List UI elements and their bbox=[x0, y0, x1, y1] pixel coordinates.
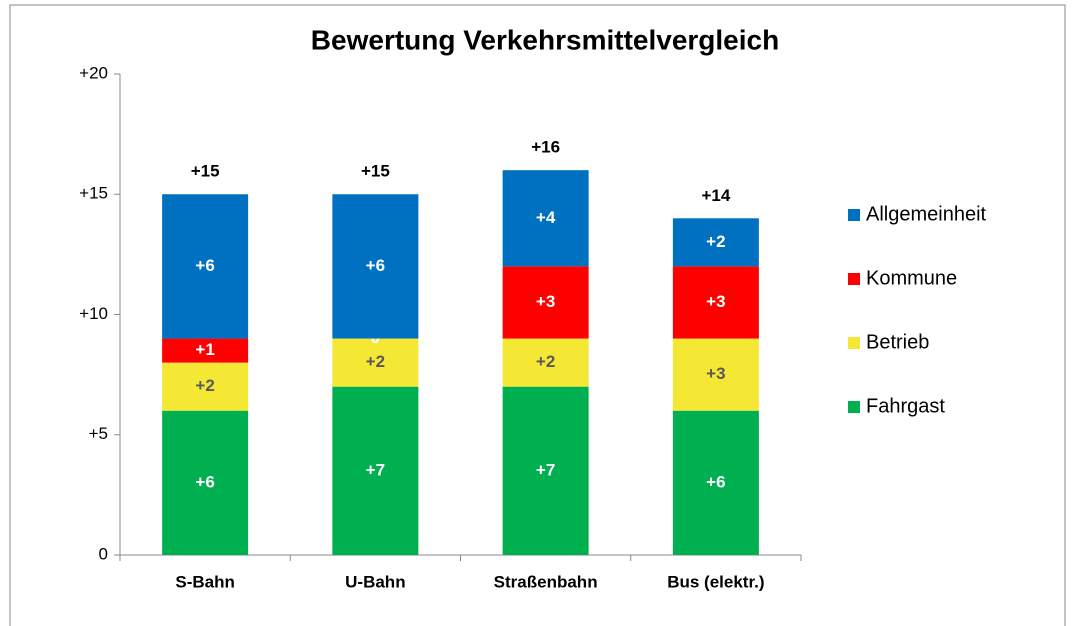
bar-segment bbox=[162, 338, 249, 363]
bar-segment bbox=[162, 410, 249, 555]
value-label: +1 bbox=[195, 340, 214, 359]
value-label: +7 bbox=[366, 460, 385, 479]
x-tick-label: Straßenbahn bbox=[494, 572, 598, 591]
value-label: +3 bbox=[706, 364, 725, 383]
y-tick-label: 0 bbox=[99, 544, 108, 563]
y-tick-label: +10 bbox=[79, 304, 108, 323]
bar-segment bbox=[332, 338, 419, 387]
legend-label: Betrieb bbox=[866, 331, 929, 353]
bar-segment bbox=[502, 338, 589, 387]
legend-swatch bbox=[848, 209, 860, 221]
value-label: +6 bbox=[366, 256, 385, 275]
bar-segment bbox=[672, 338, 759, 411]
value-label: +2 bbox=[195, 376, 214, 395]
bar-segment bbox=[672, 410, 759, 555]
value-label: +3 bbox=[536, 292, 555, 311]
y-tick-label: +15 bbox=[79, 184, 108, 203]
legend-swatch bbox=[848, 337, 860, 349]
bar-segment bbox=[502, 386, 589, 555]
bar-segment bbox=[162, 194, 249, 339]
value-label: +3 bbox=[706, 292, 725, 311]
bar-segment bbox=[502, 266, 589, 339]
bar-segment bbox=[672, 218, 759, 267]
legend-label: Allgemeinheit bbox=[866, 203, 987, 225]
bar-segment bbox=[332, 194, 419, 339]
bar-segment bbox=[332, 386, 419, 555]
value-label: +6 bbox=[195, 472, 214, 491]
x-tick-label: S-Bahn bbox=[175, 572, 235, 591]
value-label: +6 bbox=[706, 472, 725, 491]
legend-label: Kommune bbox=[866, 267, 957, 289]
total-label: +15 bbox=[191, 162, 220, 181]
bar-segment bbox=[162, 362, 249, 411]
total-label: +16 bbox=[531, 138, 560, 157]
value-label: +2 bbox=[536, 352, 555, 371]
value-label: +2 bbox=[706, 232, 725, 251]
value-label: +2 bbox=[366, 352, 385, 371]
value-label: +4 bbox=[536, 208, 556, 227]
y-tick-label: +20 bbox=[79, 63, 108, 82]
legend-swatch bbox=[848, 273, 860, 285]
x-tick-label: U-Bahn bbox=[345, 572, 405, 591]
bar-segment bbox=[502, 170, 589, 267]
bar-segment bbox=[672, 266, 759, 339]
total-label: +14 bbox=[701, 186, 730, 205]
value-label: +6 bbox=[195, 256, 214, 275]
y-tick-label: +5 bbox=[89, 424, 108, 443]
legend-label: Fahrgast bbox=[866, 395, 945, 417]
total-label: +15 bbox=[361, 162, 390, 181]
value-label: +7 bbox=[536, 460, 555, 479]
legend-swatch bbox=[848, 401, 860, 413]
chart-title: Bewertung Verkehrsmittelvergleich bbox=[311, 24, 779, 55]
x-tick-label: Bus (elektr.) bbox=[667, 572, 764, 591]
